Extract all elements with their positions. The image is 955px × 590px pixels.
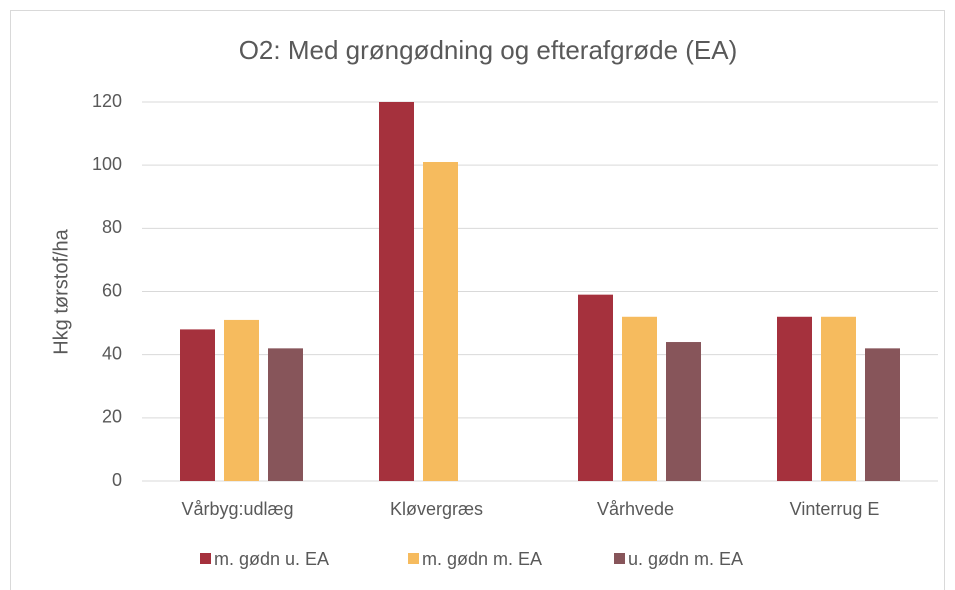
bar <box>379 102 414 481</box>
legend-label: u. gødn m. EA <box>628 549 743 569</box>
chart-title: O2: Med grøngødning og efterafgrøde (EA) <box>239 35 738 65</box>
y-axis-label: Hkg tørstof/ha <box>50 228 72 354</box>
legend-label: m. gødn u. EA <box>214 549 329 569</box>
x-tick-label: Kløvergræs <box>390 499 483 519</box>
legend-swatch <box>614 553 625 564</box>
x-tick-label: Vinterrug E <box>790 499 880 519</box>
y-tick-label: 120 <box>92 91 122 111</box>
bar <box>865 348 900 481</box>
y-tick-label: 20 <box>102 407 122 427</box>
legend-label: m. gødn m. EA <box>422 549 542 569</box>
bar <box>666 342 701 481</box>
bar <box>622 316 657 481</box>
x-tick-label: Vårhvede <box>597 499 674 519</box>
y-tick-label: 0 <box>112 470 122 490</box>
legend-swatch <box>408 553 419 564</box>
bar <box>180 329 215 481</box>
y-tick-label: 80 <box>102 217 122 237</box>
y-tick-label: 100 <box>92 154 122 174</box>
bar <box>268 348 303 481</box>
bar <box>423 162 458 481</box>
chart-border <box>10 10 945 590</box>
y-tick-label: 40 <box>102 343 122 363</box>
bar <box>821 316 856 481</box>
bar <box>578 294 613 481</box>
x-tick-label: Vårbyg:udlæg <box>181 499 293 519</box>
bar <box>777 316 812 481</box>
y-tick-label: 60 <box>102 280 122 300</box>
bar <box>224 319 259 481</box>
legend-swatch <box>200 553 211 564</box>
